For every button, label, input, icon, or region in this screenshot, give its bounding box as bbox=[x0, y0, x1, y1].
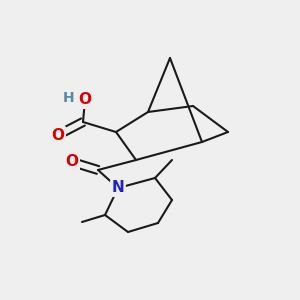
Text: O: O bbox=[79, 92, 92, 107]
Text: H: H bbox=[63, 91, 75, 105]
Text: N: N bbox=[112, 181, 124, 196]
Text: O: O bbox=[52, 128, 64, 142]
Text: O: O bbox=[65, 154, 79, 169]
